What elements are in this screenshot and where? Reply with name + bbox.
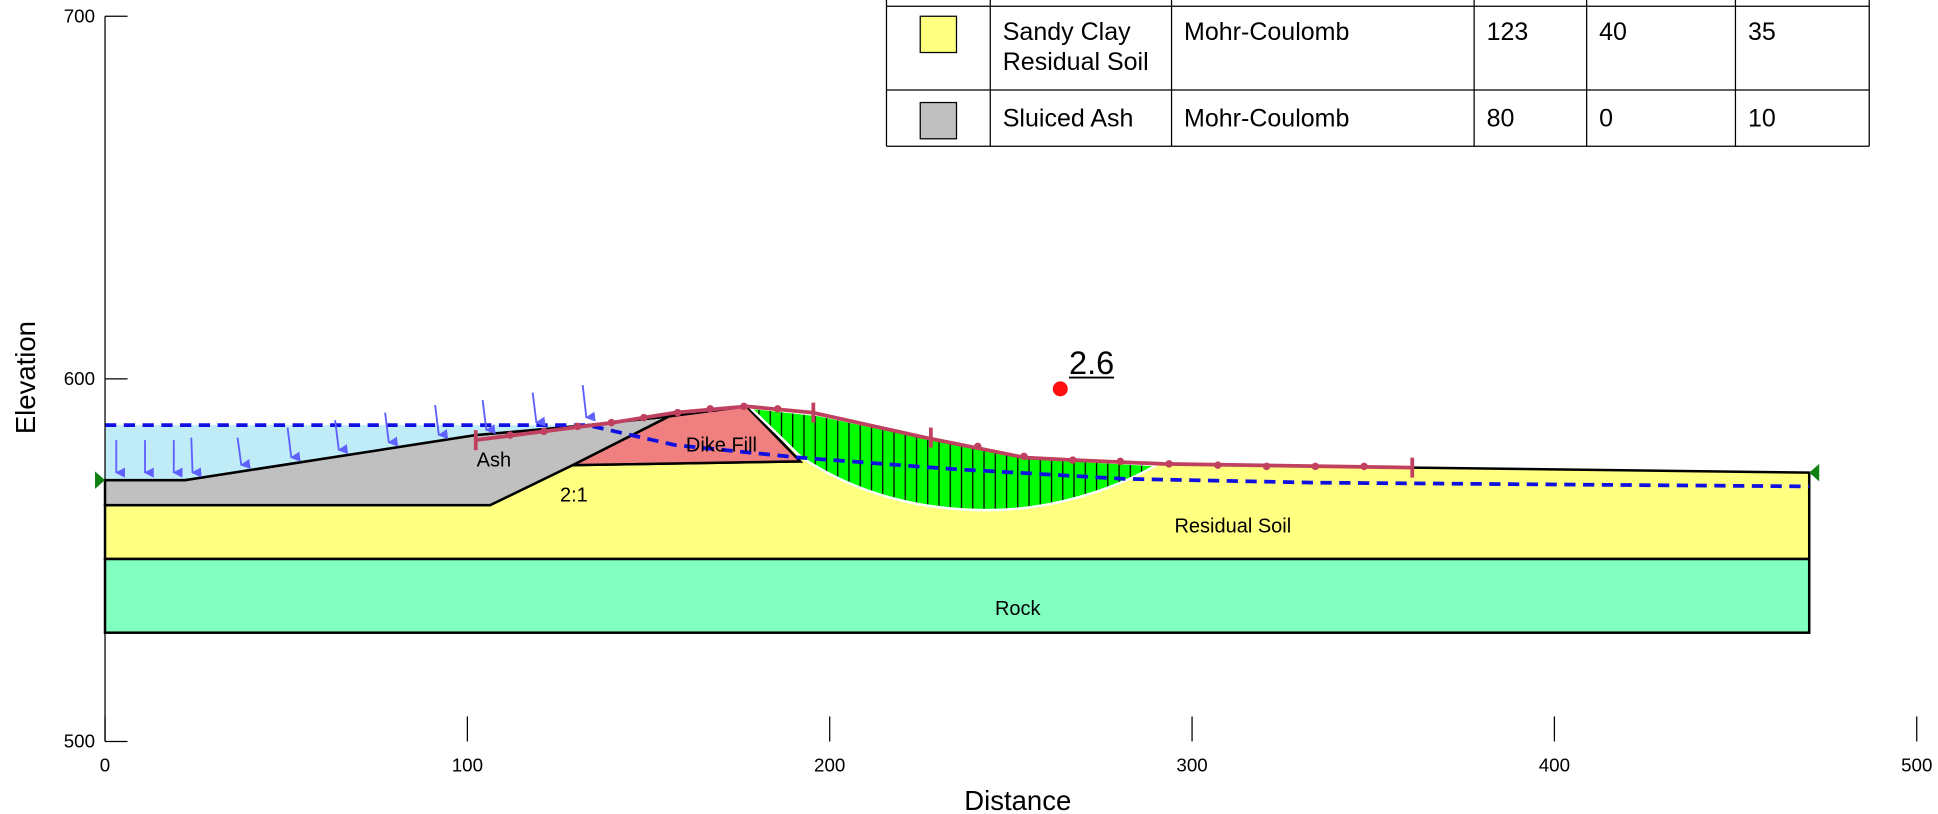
cell: Sluiced Ash [1003, 104, 1134, 132]
x-tick-label: 400 [1539, 754, 1570, 775]
boundary-marker [95, 471, 105, 489]
x-axis-title: Distance [964, 785, 1071, 814]
region-label: 2:1 [560, 484, 588, 506]
slip-center [1053, 381, 1068, 396]
x-tick-label: 500 [1901, 754, 1932, 775]
region-label: Dike Fill [686, 434, 757, 456]
region-label: Residual Soil [1174, 516, 1291, 538]
y-axis-title: Elevation [10, 321, 41, 434]
x-tick-label: 0 [100, 754, 110, 775]
table-text: Sandy Clay Residual Soil Mohr-Coulomb 12… [1003, 18, 1776, 132]
y-tick-label: 500 [64, 731, 95, 752]
rock-layer [105, 559, 1809, 633]
cell: Residual Soil [1003, 48, 1149, 76]
region-label: Rock [995, 598, 1042, 620]
diagram: Sandy Clay Residual Soil Mohr-Coulomb 12… [0, 0, 1938, 814]
soil-model [105, 406, 1809, 632]
factor-of-safety: 2.6 [1069, 345, 1114, 381]
cell: 80 [1487, 104, 1515, 132]
x-tick-label: 300 [1176, 754, 1207, 775]
page: {"axes": {"x_label": "Distance", "y_labe… [0, 0, 1938, 814]
cell: Sandy Clay [1003, 18, 1131, 46]
cell: 40 [1599, 18, 1627, 46]
color-swatch [920, 16, 956, 52]
region-label: Ash [477, 449, 511, 471]
x-tick-label: 200 [814, 754, 845, 775]
cell: 123 [1487, 18, 1529, 46]
boundary-marker [1809, 464, 1819, 482]
cell: 0 [1599, 104, 1613, 132]
cell: Mohr-Coulomb [1184, 104, 1349, 132]
cell: Mohr-Coulomb [1184, 18, 1349, 46]
y-tick-label: 600 [64, 368, 95, 389]
cell: 10 [1748, 104, 1776, 132]
cell: 35 [1748, 18, 1776, 46]
x-tick-label: 100 [452, 754, 483, 775]
color-swatch [920, 103, 956, 139]
y-tick-label: 700 [64, 6, 95, 27]
